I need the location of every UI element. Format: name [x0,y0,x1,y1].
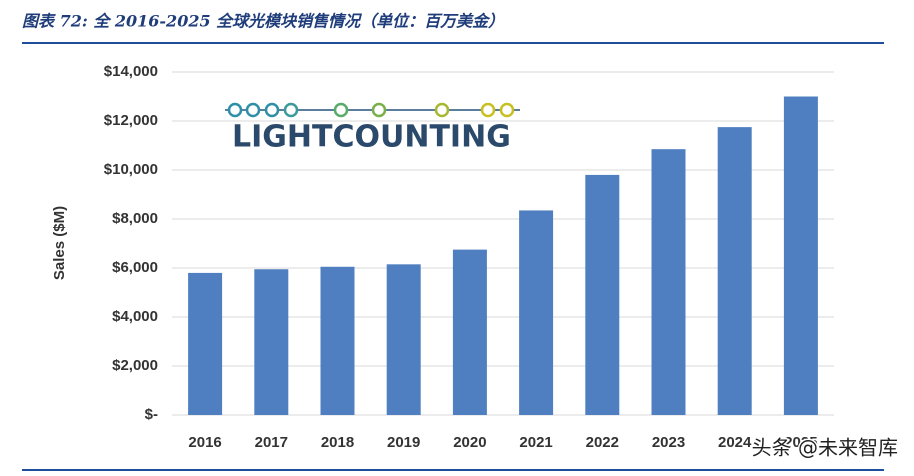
bar [386,264,421,415]
y-tick-label: $4,000 [112,308,158,325]
bar [254,269,289,415]
x-tick-label: 2022 [586,434,619,451]
bar [320,266,355,415]
x-tick-label: 2019 [387,434,420,451]
logo-dots [225,102,520,118]
x-tick-label: 2016 [188,434,221,451]
logo-text: LIGHTCOUNTING [232,120,511,155]
y-tick-label: $2,000 [112,357,158,374]
x-tick-label: 2024 [718,434,752,451]
y-tick-label: $12,000 [104,112,158,129]
y-tick-label: $8,000 [112,210,158,227]
x-tick-label: 2021 [519,434,552,451]
bar [651,149,686,416]
bar [585,174,620,415]
x-tick-label: 2020 [453,434,486,451]
y-tick-label: $10,000 [104,161,158,178]
y-tick-label: $- [145,406,158,423]
bar [783,96,818,415]
chart-title: 图表 72: 全 2016-2025 全球光模块销售情况（单位：百万美金） [22,12,504,31]
y-tick-label: $6,000 [112,259,158,276]
y-tick-label: $14,000 [104,63,158,80]
bar [452,249,487,415]
x-tick-label: 2018 [321,434,354,451]
x-tick-label: 2023 [652,434,685,451]
x-tick-label: 2025 [784,434,817,451]
x-tick-label: 2017 [255,434,288,451]
watermark: 头条 @未来智库 [752,436,898,460]
bar [519,210,554,415]
bar [717,127,752,415]
bar [188,272,223,415]
y-axis-label: Sales ($M) [51,206,68,280]
